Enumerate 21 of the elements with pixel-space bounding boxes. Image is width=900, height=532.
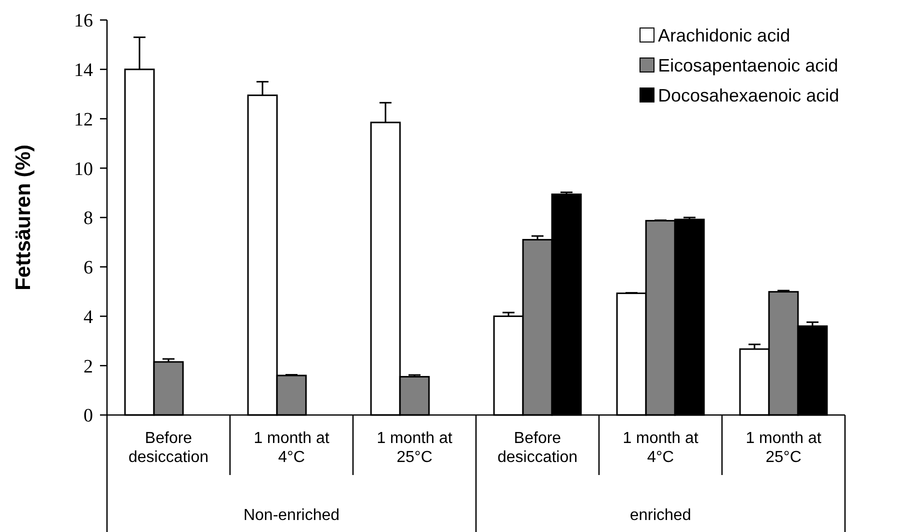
- x-tick-label: Before desiccation: [128, 430, 209, 466]
- x-tick-label: 1 month at 4°C: [254, 430, 330, 466]
- legend-label: Docosahexaenoic acid: [658, 85, 840, 106]
- text: Non-enriched: [243, 507, 340, 524]
- legend-label: Eicosapentaenoic acid: [658, 55, 838, 76]
- y-tick-label: 16: [74, 10, 93, 32]
- x-tick-label: 1 month at 25°C: [746, 430, 822, 466]
- y-tick-label: 4: [84, 306, 94, 328]
- text: enriched: [630, 507, 692, 524]
- y-tick-label: 6: [84, 258, 93, 279]
- y-tick-label: 8: [84, 208, 93, 230]
- y-tick-label: 12: [74, 109, 93, 130]
- x-tick-label: Before desiccation: [497, 430, 578, 466]
- y-tick-label: 10: [74, 158, 93, 180]
- y-axis-title: Fettsäuren (%): [12, 144, 35, 290]
- y-tick-label: 0: [84, 406, 93, 427]
- x-tick-label: 1 month at 4°C: [622, 430, 699, 466]
- y-tick-label: 2: [84, 356, 93, 378]
- y-tick-label: 14: [74, 60, 94, 82]
- x-tick-label: 1 month at 25°C: [376, 430, 453, 466]
- legend-label: Arachidonic acid: [658, 25, 790, 46]
